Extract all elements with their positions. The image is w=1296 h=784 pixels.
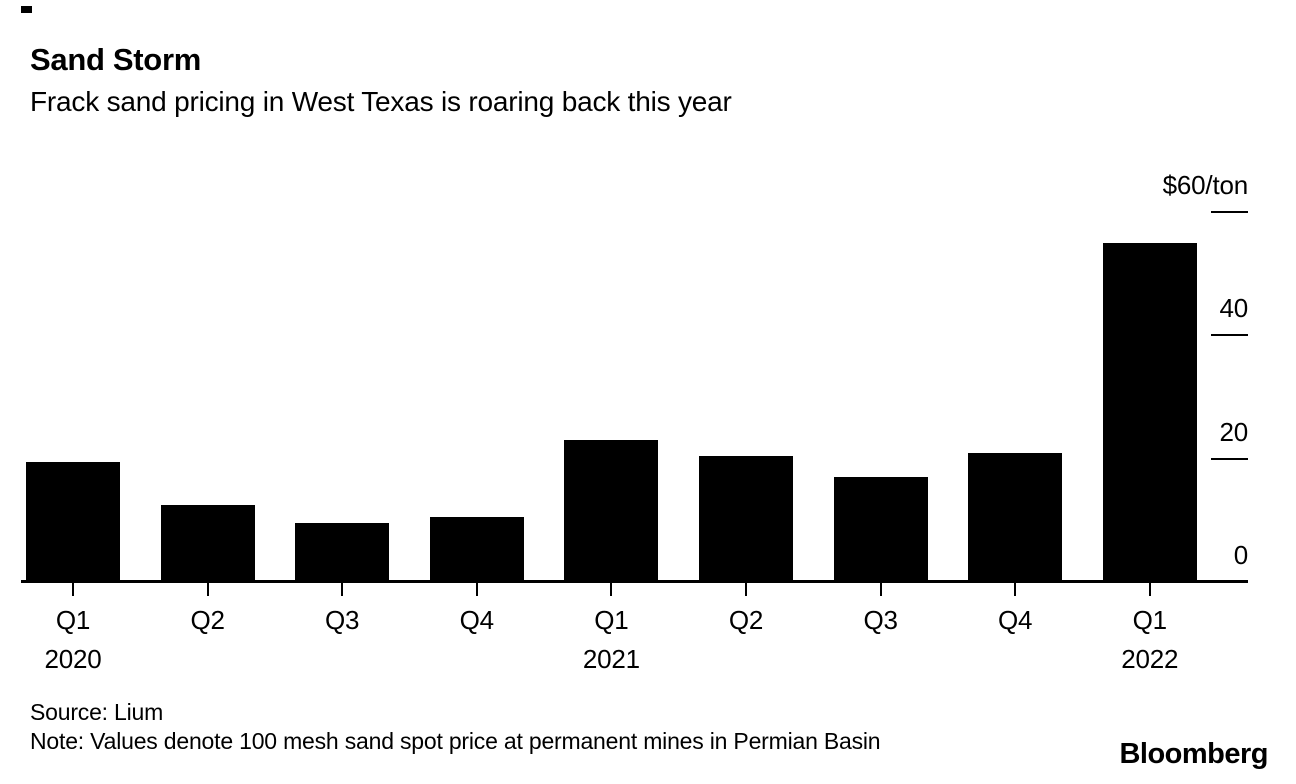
bar-Q4-3 bbox=[429, 517, 524, 582]
bar-Q2-5 bbox=[699, 455, 793, 582]
x-tick-label: Q3 bbox=[863, 605, 898, 635]
x-tick-label: Q4 bbox=[459, 605, 494, 635]
x-year-label: 2020 bbox=[44, 644, 102, 674]
y-tick-label: $60/ton bbox=[1162, 170, 1249, 200]
bar-Q3-2 bbox=[295, 523, 390, 582]
x-year-label: 2021 bbox=[582, 644, 640, 674]
x-tick bbox=[1148, 583, 1151, 596]
x-tick bbox=[475, 583, 478, 596]
x-tick bbox=[206, 583, 209, 596]
y-tick-label: 0 bbox=[1233, 540, 1248, 570]
chart-title: Sand Storm bbox=[30, 42, 201, 77]
bloomberg-logo: Bloomberg bbox=[1119, 738, 1268, 770]
chart-subtitle: Frack sand pricing in West Texas is roar… bbox=[30, 86, 732, 117]
y-tick-mark bbox=[1211, 457, 1248, 460]
y-tick-label: 20 bbox=[1219, 416, 1248, 447]
x-tick-label: Q1 bbox=[1132, 605, 1167, 635]
y-tick-mark bbox=[1211, 334, 1248, 337]
x-tick bbox=[72, 583, 74, 596]
bar-Q1-0 bbox=[26, 461, 120, 582]
x-tick bbox=[341, 583, 344, 596]
y-tick-mark bbox=[1211, 211, 1248, 213]
series-legend-swatch bbox=[21, 6, 32, 13]
x-tick-label: Q1 bbox=[594, 605, 629, 635]
bar-Q3-6 bbox=[833, 477, 928, 582]
x-tick-label: Q2 bbox=[190, 605, 225, 635]
x-tick-label: Q3 bbox=[325, 605, 360, 635]
bar-Q1-8 bbox=[1102, 242, 1197, 582]
x-tick-label: Q2 bbox=[728, 605, 764, 635]
bar-Q4-7 bbox=[968, 452, 1063, 582]
source-text: Source: Lium bbox=[30, 699, 164, 725]
y-tick-label: 40 bbox=[1219, 293, 1248, 324]
x-tick bbox=[879, 583, 882, 596]
bar-Q1-4 bbox=[564, 440, 659, 582]
note-text: Note: Values denote 100 mesh sand spot p… bbox=[30, 728, 881, 754]
bar-Q2-1 bbox=[160, 504, 255, 582]
x-tick bbox=[1014, 583, 1017, 596]
x-tick bbox=[610, 583, 613, 596]
x-year-label: 2022 bbox=[1121, 644, 1179, 674]
x-tick-label: Q4 bbox=[998, 605, 1033, 635]
x-tick bbox=[745, 583, 747, 596]
x-tick-label: Q1 bbox=[55, 605, 91, 635]
x-axis-line bbox=[21, 580, 1248, 583]
